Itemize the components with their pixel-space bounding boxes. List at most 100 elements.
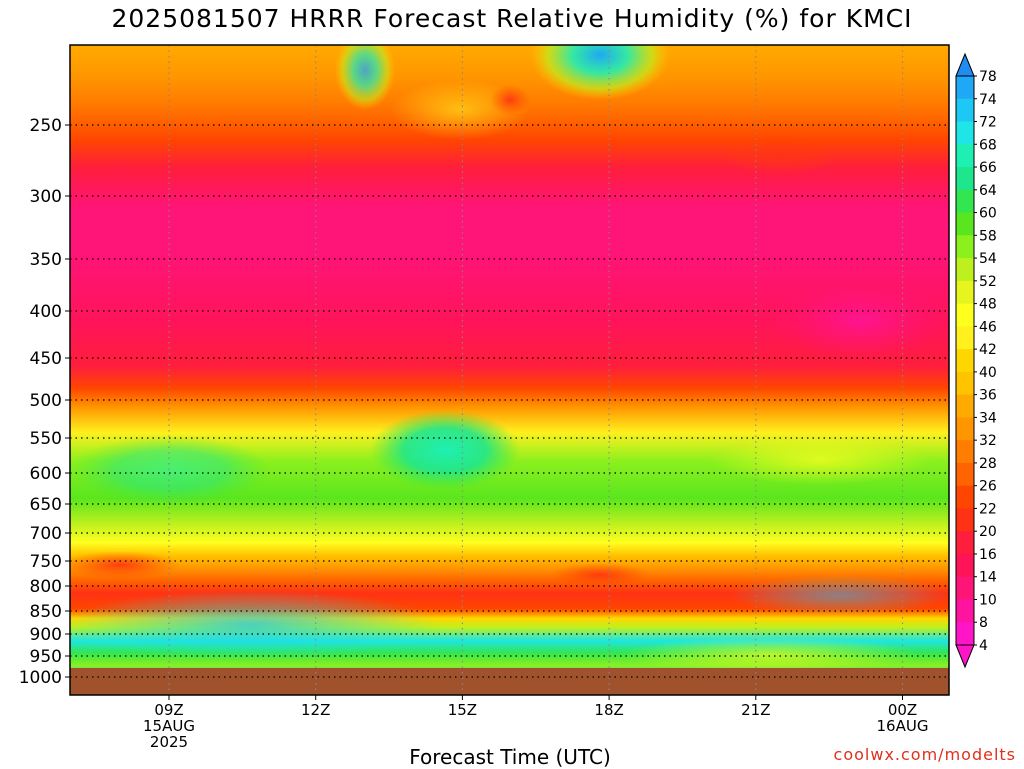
colorbar-segment	[956, 76, 974, 100]
colorbar-label: 36	[979, 388, 997, 404]
colorbar-label: 64	[979, 183, 997, 199]
colorbar-frame	[955, 75, 975, 646]
colorbar-label: 54	[979, 251, 997, 267]
colorbar-segment	[956, 326, 974, 350]
colorbar-label: 4	[979, 638, 988, 654]
colorbar-label: 28	[979, 456, 997, 472]
colorbar-label: 22	[979, 501, 997, 517]
colorbar-segment	[956, 235, 974, 259]
colorbar-label: 32	[979, 433, 997, 449]
colorbar-segment	[956, 394, 974, 418]
colorbar-label: 8	[979, 615, 988, 631]
x-tick-label: 21Z	[741, 701, 770, 719]
colorbar-segment	[956, 303, 974, 327]
colorbar-segment	[956, 121, 974, 145]
y-axis-ticks: 250 300 350 400 450 500 550 600 650 700 750 800 850 9…	[19, 116, 70, 688]
dry-pocket-upper	[490, 85, 530, 115]
x-tick-label: 09Z	[154, 701, 183, 719]
colorbar-label: 16	[979, 547, 997, 563]
y-tick-label: 400	[30, 302, 62, 322]
grid-lines	[70, 45, 949, 695]
rh-field	[70, 45, 949, 695]
colorbar-segment	[956, 212, 974, 236]
colorbar-label: 14	[979, 570, 997, 586]
y-tick-label: 350	[30, 250, 62, 270]
colorbar-segment	[956, 349, 974, 373]
colorbar-label: 34	[979, 410, 997, 426]
plot-frame	[69, 44, 950, 696]
colorbar-label: 78	[979, 69, 997, 85]
colorbar-label: 20	[979, 524, 997, 540]
colorbar-segment	[956, 508, 974, 532]
y-tick-label: 900	[30, 625, 62, 645]
x-tick-label: 18Z	[594, 701, 623, 719]
colorbar-segment	[956, 553, 974, 578]
colorbar-label: 58	[979, 228, 997, 244]
y-tick-label: 300	[30, 187, 62, 207]
colorbar-segment	[956, 371, 974, 396]
colorbar-segment	[956, 599, 974, 623]
colorbar-segment	[956, 485, 974, 509]
y-tick-label: 950	[30, 647, 62, 667]
dry-pocket-760-early	[70, 551, 180, 579]
y-tick-label: 500	[30, 391, 62, 411]
colorbar-label: 68	[979, 137, 997, 153]
moist-pocket-upper-13z	[335, 45, 395, 110]
credit-text: coolwx.com/modelts	[833, 745, 1016, 764]
moist-max-15z-570	[370, 410, 520, 490]
y-tick-label: 600	[30, 464, 62, 484]
dry-pocket-780	[550, 563, 650, 587]
colorbar-label: 42	[979, 342, 997, 358]
colorbar-label: 10	[979, 592, 997, 608]
colorbar-segment	[956, 417, 974, 441]
colorbar-top-arrow	[955, 52, 975, 77]
moist-lowlevel-late	[730, 575, 949, 615]
colorbar-label: 48	[979, 297, 997, 313]
colorbar-segment	[956, 531, 974, 555]
x-tick-label: 15AUG	[143, 717, 195, 735]
x-tick-label: 00Z	[888, 701, 917, 719]
x-tick-label: 16AUG	[877, 717, 929, 735]
colorbar-segment	[956, 440, 974, 464]
colorbar-segment	[956, 280, 974, 305]
colorbar-segment	[956, 258, 974, 282]
colorbar-segment	[956, 98, 974, 123]
ground-below-surface	[70, 668, 949, 695]
y-tick-label: 450	[30, 349, 62, 369]
colorbar-label: 26	[979, 479, 997, 495]
y-tick-label: 800	[30, 577, 62, 597]
colorbar-segment	[956, 144, 974, 168]
colorbar-bottom-arrow	[955, 644, 975, 669]
colorbar-label: 74	[979, 92, 997, 108]
colorbar-label: 52	[979, 274, 997, 290]
yellow-near-surface-late	[620, 637, 920, 673]
y-tick-label: 650	[30, 495, 62, 515]
y-tick-label: 850	[30, 602, 62, 622]
colorbar-label: 60	[979, 206, 997, 222]
y-tick-label: 550	[30, 429, 62, 449]
moist-pocket-upper-16z	[530, 45, 670, 100]
x-tick-label: 12Z	[301, 701, 330, 719]
colorbar-segment	[956, 462, 974, 487]
y-tick-label: 1000	[19, 668, 62, 688]
very-dry-pocket-400	[770, 280, 949, 360]
colorbar-segment	[956, 576, 974, 600]
colorbar-segment	[956, 189, 974, 214]
x-tick-label: 2025	[150, 733, 188, 751]
colorbar-label: 46	[979, 319, 997, 335]
colorbar-label: 40	[979, 365, 997, 381]
y-tick-label: 250	[30, 116, 62, 136]
yellow-area-late	[710, 435, 930, 485]
dry-pocket-290	[720, 135, 840, 175]
colorbar-segment	[956, 167, 974, 191]
chart-title: 2025081507 HRRR Forecast Relative Humidi…	[111, 4, 913, 33]
colorbar-segment	[956, 622, 974, 646]
colorbar-label: 66	[979, 160, 997, 176]
moist-area-09z	[70, 435, 270, 505]
y-tick-label: 700	[30, 524, 62, 544]
x-tick-label: 15Z	[448, 701, 477, 719]
colorbar-label: 72	[979, 115, 997, 131]
y-tick-label: 750	[30, 552, 62, 572]
x-axis-label: Forecast Time (UTC)	[409, 745, 611, 769]
